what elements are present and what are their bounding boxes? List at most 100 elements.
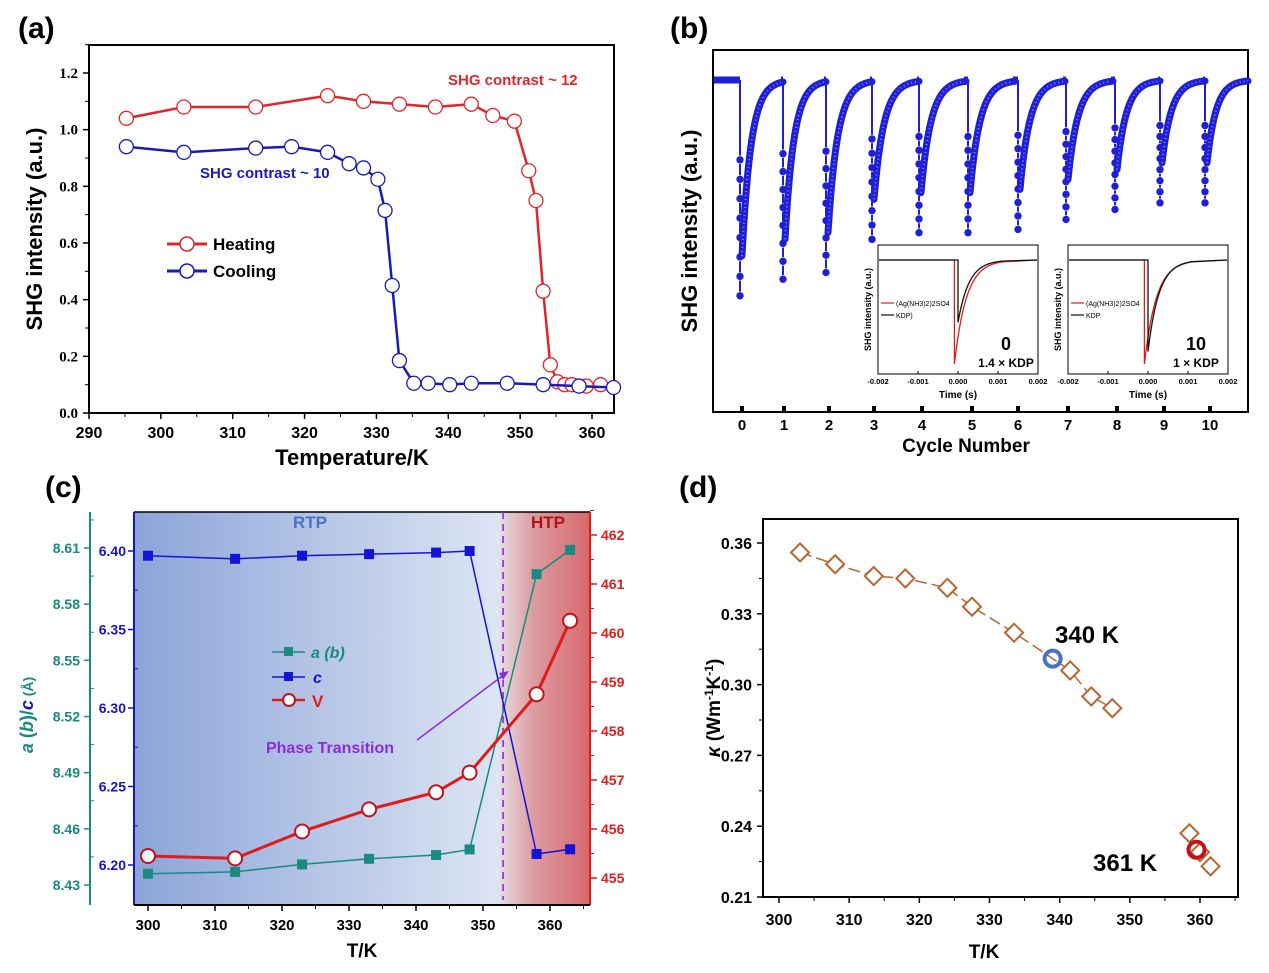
panel-b-frame bbox=[712, 49, 1249, 413]
recovery-curve bbox=[870, 77, 923, 203]
inset-cycle-label: 10 bbox=[1186, 334, 1206, 354]
data-point-ab bbox=[364, 853, 375, 864]
data-point bbox=[778, 256, 788, 266]
panel-d-chart: 300 310 320 330 340 350 360 0.21 0.24 0.27 0.30 0.3… bbox=[702, 518, 1239, 963]
data-point-heating bbox=[521, 163, 537, 179]
data-point-c bbox=[364, 549, 375, 560]
series-line-heating bbox=[126, 94, 601, 388]
inset-x-tick-label: 0.000 bbox=[1139, 377, 1158, 386]
data-point bbox=[867, 149, 877, 158]
data-point bbox=[821, 146, 831, 156]
inset-ylabel: SHG intensity (a.u.) bbox=[863, 268, 873, 351]
highlight-marker bbox=[1042, 648, 1063, 669]
v-tick-label: 455 bbox=[601, 870, 625, 886]
data-point-kappa bbox=[1059, 660, 1081, 681]
data-point bbox=[821, 250, 831, 260]
y-tick-label: 0.2 bbox=[59, 349, 78, 365]
data-point-kappa bbox=[1003, 622, 1025, 644]
inset-cycle-10: -0.002 -0.001 0.000 0.001 0.002 Time (s) SHG i… bbox=[1053, 244, 1238, 401]
x-tick-label: 320 bbox=[291, 425, 318, 442]
panel-a-xlabel: Temperature/K bbox=[275, 445, 429, 470]
data-point bbox=[735, 272, 745, 281]
data-point-cooling bbox=[355, 160, 372, 176]
data-point-cooling bbox=[283, 139, 300, 155]
x-tick-label: 6 bbox=[1014, 417, 1022, 434]
data-point-kappa bbox=[824, 553, 846, 575]
v-tick-label: 459 bbox=[601, 674, 625, 690]
data-point-kappa bbox=[789, 542, 811, 563]
panel-a-frame bbox=[88, 44, 615, 414]
data-point bbox=[778, 167, 788, 176]
inset-xlabel: Time (s) bbox=[1129, 390, 1167, 401]
data-point-v bbox=[428, 784, 445, 801]
x-tick-label: 1 bbox=[780, 417, 788, 434]
data-point-v bbox=[361, 801, 378, 818]
inset-x-tick-label: 0.000 bbox=[949, 377, 968, 386]
data-point bbox=[867, 220, 877, 230]
data-point-cooling bbox=[377, 202, 393, 219]
label-htp: HTP bbox=[531, 513, 565, 532]
data-point-c bbox=[143, 550, 153, 561]
data-point-cooling bbox=[571, 378, 587, 394]
inset-legend-sample: (Ag(NH3)2)2SO4 bbox=[1086, 301, 1140, 308]
phase-transition-arrow bbox=[416, 673, 506, 741]
svg-text:a (b)/c (Å): a (b)/c (Å) bbox=[17, 677, 37, 753]
data-point-ab bbox=[143, 868, 153, 879]
x-tick-label: 360 bbox=[1187, 912, 1214, 929]
inset-cycle-0: -0.002 -0.001 0.000 0.001 0.002 Time (s) SHG i… bbox=[863, 244, 1048, 401]
x-tick-label: 5 bbox=[968, 417, 976, 434]
inset-ylabel: SHG intensity (a.u.) bbox=[1053, 268, 1063, 351]
data-point bbox=[1200, 165, 1210, 174]
data-point bbox=[1013, 130, 1023, 140]
x-tick-label: 3 bbox=[870, 417, 878, 434]
v-tick-label: 460 bbox=[601, 625, 625, 641]
x-tick-label: 310 bbox=[836, 912, 863, 929]
panel-b-ylabel: SHG intensity (a.u.) bbox=[677, 130, 702, 333]
x-tick-label: 340 bbox=[435, 425, 462, 442]
y-tick-label: 0.27 bbox=[721, 748, 752, 765]
region-htp bbox=[500, 512, 590, 905]
data-point-cooling bbox=[248, 140, 264, 156]
data-point-cooling bbox=[341, 156, 357, 172]
inset-trace-sample bbox=[879, 259, 1038, 365]
x-tick-label: 7 bbox=[1064, 417, 1072, 434]
x-tick-label: 4 bbox=[918, 417, 927, 434]
y-tick-label: 0.21 bbox=[721, 890, 752, 907]
x-tick-label: 300 bbox=[766, 912, 793, 929]
y-tick-label: 0.30 bbox=[721, 678, 752, 695]
data-point-heating bbox=[463, 96, 479, 112]
data-point-heating bbox=[391, 96, 408, 112]
data-point-v bbox=[140, 847, 156, 864]
inset-x-tick-label: 0.002 bbox=[1029, 377, 1048, 386]
data-point-heating bbox=[319, 88, 336, 104]
inset-x-tick-label: 0.001 bbox=[1179, 377, 1198, 386]
data-point-cooling bbox=[319, 144, 336, 160]
arrow-head-icon bbox=[499, 671, 509, 680]
legend-c-marker bbox=[284, 672, 293, 681]
inset-x-tick-label: 0.002 bbox=[1219, 377, 1238, 386]
legend-v-marker bbox=[282, 693, 296, 707]
x-tick bbox=[1208, 406, 1212, 412]
data-point bbox=[1200, 121, 1210, 130]
x-tick-label: 300 bbox=[135, 917, 160, 934]
panel-label-a: (a) bbox=[18, 12, 55, 45]
x-tick-label: 350 bbox=[470, 917, 495, 934]
inset-ratio-label: 1 × KDP bbox=[1173, 356, 1219, 370]
panel-c-chart: RTP HTP 300 310 320 330 340 350 360 8.43 8.46 8.4… bbox=[17, 510, 625, 962]
data-point-kappa bbox=[863, 565, 885, 587]
data-point-heating bbox=[427, 99, 444, 115]
y-tick-label: 0.24 bbox=[721, 819, 752, 836]
panel-b-xlabel: Cycle Number bbox=[902, 436, 1030, 457]
x-tick-label: 360 bbox=[579, 425, 606, 442]
v-tick-label: 456 bbox=[601, 821, 625, 837]
label-rtp: RTP bbox=[293, 513, 327, 532]
data-point-cooling bbox=[384, 277, 400, 294]
data-point-c bbox=[565, 844, 576, 855]
data-point bbox=[1110, 181, 1120, 191]
recovery-curve-highlight bbox=[969, 80, 1016, 193]
data-point-heating bbox=[542, 357, 558, 373]
data-point-ab bbox=[531, 569, 542, 580]
data-point-cooling bbox=[442, 377, 458, 393]
data-point bbox=[963, 228, 973, 238]
data-point bbox=[735, 291, 745, 301]
